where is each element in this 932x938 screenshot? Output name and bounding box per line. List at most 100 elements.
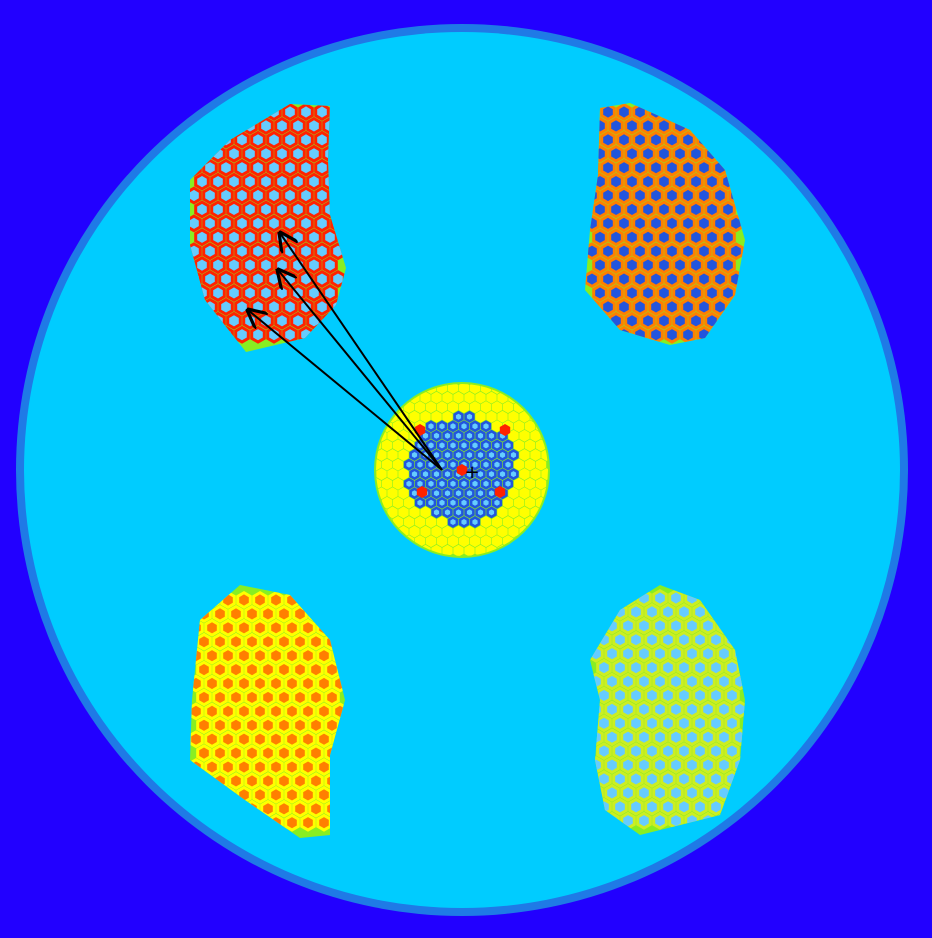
core-hex — [403, 439, 415, 452]
core-pin — [433, 432, 440, 439]
fuel-pin — [191, 733, 201, 745]
fuel-pin — [615, 773, 625, 785]
fuel-pin — [213, 203, 223, 215]
fuel-pin — [311, 775, 321, 787]
fuel-pin — [695, 745, 705, 757]
fuel-pin — [263, 664, 273, 676]
fuel-pin — [253, 162, 263, 174]
fuel-pin — [309, 203, 319, 215]
fuel-pin — [639, 648, 649, 660]
fuel-pin — [247, 747, 257, 759]
fuel-pin — [679, 801, 689, 813]
fuel-pin — [695, 773, 705, 785]
fuel-pin — [277, 176, 287, 188]
fuel-pin — [303, 677, 313, 690]
fuel-pin — [631, 745, 641, 757]
fuel-pin — [287, 650, 297, 662]
core-hex — [524, 420, 536, 433]
fuel-pin — [271, 733, 281, 745]
fuel-pin — [287, 761, 297, 773]
fuel-pin — [727, 717, 737, 729]
core-hex — [530, 468, 541, 481]
fuel-pin — [587, 245, 597, 257]
fuel-pin — [301, 162, 311, 174]
fuel-pin — [643, 176, 653, 188]
fuel-pin — [285, 329, 295, 341]
fuel-pin — [247, 636, 257, 648]
fuel-pin — [703, 703, 713, 715]
core-hex — [480, 401, 492, 414]
fuel-pin — [647, 634, 657, 646]
fuel-pin — [723, 231, 733, 243]
fuel-pin — [675, 259, 685, 271]
fuel-pin — [695, 606, 705, 618]
core-pin — [461, 480, 467, 487]
fuel-pin — [325, 287, 335, 299]
fuel-pin — [245, 203, 255, 215]
fuel-pin — [231, 636, 241, 648]
core-hex — [387, 506, 398, 519]
core-pin — [455, 413, 462, 420]
fuel-pin — [295, 636, 305, 648]
fuel-pin — [683, 162, 693, 174]
core-hex — [458, 401, 470, 414]
fuel-pin — [213, 231, 223, 243]
core-pin — [450, 442, 456, 449]
fuel-pin — [707, 287, 717, 299]
fuel-pin — [261, 203, 271, 215]
core-hex — [403, 516, 415, 528]
fuel-pin — [615, 634, 625, 646]
fuel-pin — [213, 176, 223, 188]
fuel-pin — [205, 273, 215, 285]
fuel-pin — [311, 664, 321, 676]
core-control-hex — [456, 464, 468, 476]
fuel-pin — [631, 773, 641, 785]
core-pin — [461, 499, 467, 506]
core-pin — [510, 452, 517, 458]
fuel-pin — [191, 705, 201, 717]
fuel-pin — [687, 759, 697, 771]
fuel-pin — [223, 705, 233, 717]
fuel-pin — [285, 134, 295, 146]
fuel-pin — [317, 273, 327, 285]
fuel-pin — [647, 689, 657, 701]
fuel-pin — [595, 287, 605, 299]
fuel-pin — [231, 719, 241, 731]
core-hex — [513, 516, 525, 528]
fuel-pin — [679, 662, 689, 674]
fuel-pin — [719, 787, 729, 799]
fuel-pin — [279, 664, 289, 676]
core-pin — [494, 442, 500, 449]
core-pin — [505, 442, 511, 449]
fuel-pin — [309, 287, 319, 299]
core-hex — [403, 496, 415, 509]
core-hex — [508, 410, 519, 423]
fuel-pin — [703, 759, 713, 771]
fuel-pin — [671, 759, 681, 771]
fuel-pin — [207, 650, 217, 662]
fuel-pin — [221, 217, 231, 229]
core-pin — [422, 471, 429, 478]
fuel-pin — [659, 120, 669, 132]
beam-arrows — [248, 233, 443, 471]
core-hex — [486, 525, 497, 538]
fuel-pin — [199, 636, 209, 648]
core-control-hex — [499, 424, 511, 436]
core-pin — [461, 423, 467, 430]
core-hex — [409, 525, 420, 538]
fuel-pin — [303, 789, 313, 801]
fuel-pin — [190, 217, 199, 229]
core-hex — [398, 468, 409, 481]
fuel-pin — [623, 703, 633, 715]
fuel-pin — [599, 689, 609, 701]
core-hex — [398, 449, 409, 461]
fuel-pin — [197, 259, 207, 271]
fuel-pin — [723, 203, 733, 215]
fuel-pin — [631, 717, 641, 729]
fuel-pin — [687, 620, 697, 632]
fuel-pin — [603, 245, 613, 257]
fuel-pin — [269, 329, 279, 341]
fuel-pin — [655, 592, 665, 604]
fuel-pin — [663, 634, 673, 646]
